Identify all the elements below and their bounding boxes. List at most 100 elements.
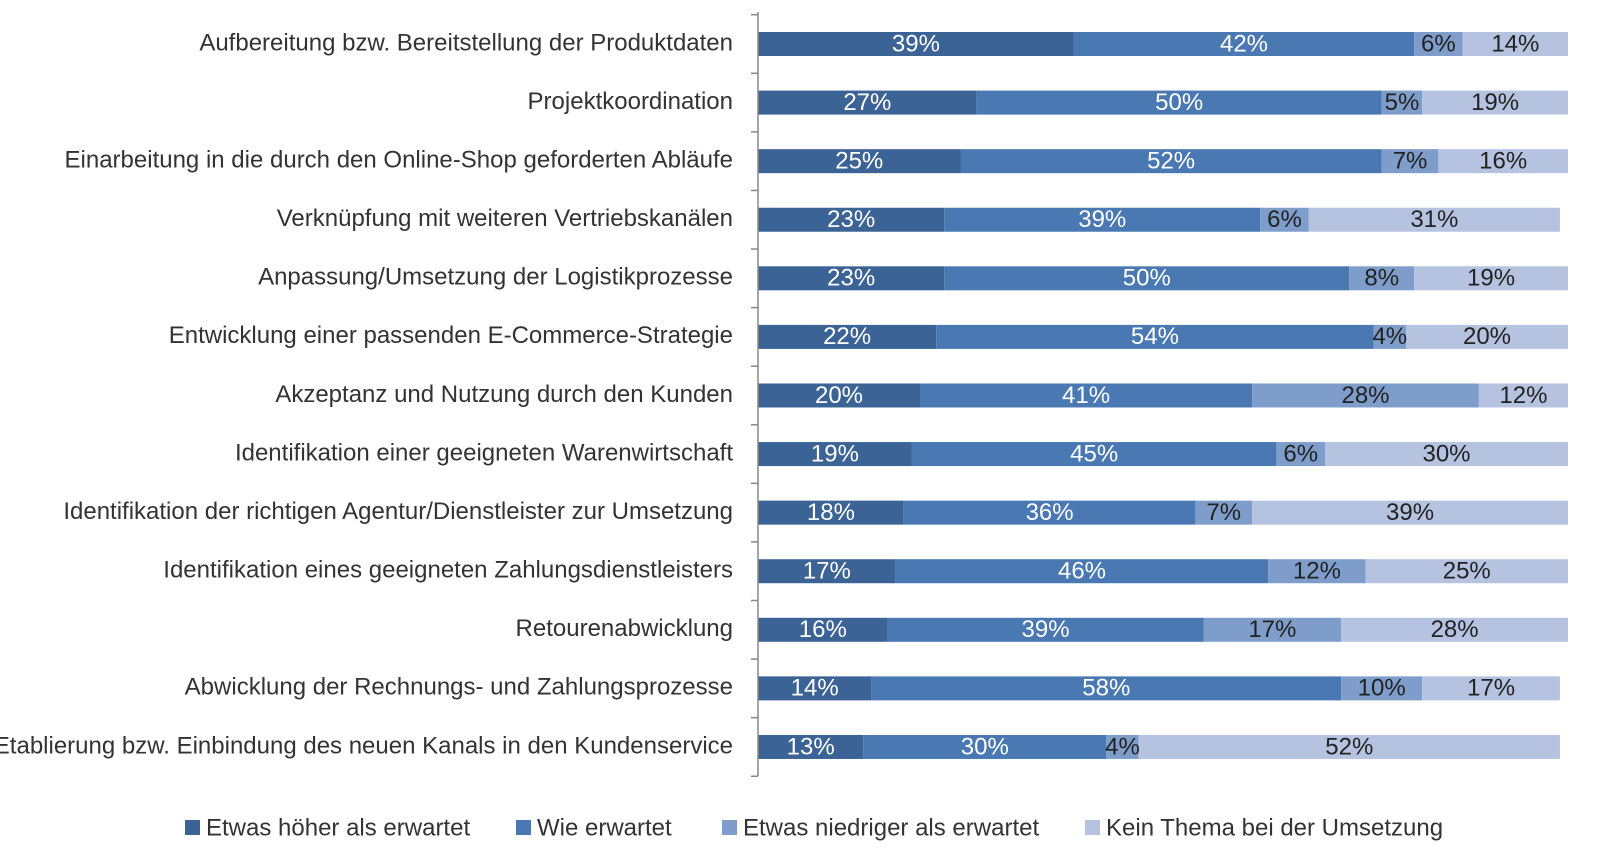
value-label: 25% <box>1443 558 1491 585</box>
legend-label: Wie erwartet <box>537 814 672 841</box>
bar-segment <box>1268 559 1366 584</box>
bar-segment <box>1252 383 1479 408</box>
bar-segment <box>1381 90 1423 115</box>
value-label: 39% <box>892 30 940 57</box>
value-label: 4% <box>1105 733 1140 760</box>
bar-segment <box>1260 207 1309 232</box>
bar-segment <box>976 90 1382 115</box>
category-label: Akzeptanz und Nutzung durch den Kunden <box>275 381 733 408</box>
bar-segment <box>895 559 1269 584</box>
value-label: 46% <box>1058 558 1106 585</box>
bar-segment <box>1252 500 1568 525</box>
legend-label: Kein Thema bei der Umsetzung <box>1106 814 1443 841</box>
bar-segment <box>944 207 1261 232</box>
bar-segment <box>758 324 937 349</box>
bar-segment <box>1106 734 1139 759</box>
value-label: 52% <box>1325 733 1373 760</box>
value-label: 17% <box>1467 675 1515 702</box>
value-label: 54% <box>1131 323 1179 350</box>
bar-segment <box>1422 90 1568 115</box>
bar-segment <box>758 383 920 408</box>
value-label: 45% <box>1070 440 1118 467</box>
value-label: 14% <box>1491 30 1539 57</box>
bar-segment <box>758 734 864 759</box>
category-label: Entwicklung einer passenden E-Commerce-S… <box>169 322 733 349</box>
category-label: Aufbereitung bzw. Bereitstellung der Pro… <box>199 29 733 56</box>
value-label: 12% <box>1499 382 1547 409</box>
bar-segment <box>1195 500 1253 525</box>
value-label: 52% <box>1147 148 1195 175</box>
category-label: Verknüpfung mit weiteren Vertriebskanäle… <box>277 205 733 232</box>
bar-segment <box>758 149 961 174</box>
bar-segment <box>903 500 1196 525</box>
value-label: 7% <box>1206 499 1241 526</box>
category-label: Identifikation eines geeigneten Zahlungs… <box>163 557 733 584</box>
value-label: 19% <box>1471 89 1519 116</box>
value-label: 50% <box>1123 265 1171 292</box>
plot-area <box>758 32 1568 759</box>
category-label: Einarbeitung in die durch den Online-Sho… <box>65 147 733 174</box>
category-label: Projektkoordination <box>528 88 733 115</box>
value-label: 19% <box>1467 265 1515 292</box>
bar-segment <box>758 442 912 467</box>
bar-segment <box>758 207 945 232</box>
bar-segment <box>1308 207 1560 232</box>
bar-segment <box>960 149 1382 174</box>
value-label: 30% <box>961 733 1009 760</box>
value-label: 50% <box>1155 89 1203 116</box>
bar-segment <box>758 676 872 701</box>
value-label: 7% <box>1393 148 1428 175</box>
category-label: Anpassung/Umsetzung der Logistikprozesse <box>258 264 733 291</box>
value-label: 4% <box>1372 323 1407 350</box>
bar-segment <box>920 383 1253 408</box>
category-label: Abwicklung der Rechnungs- und Zahlungspr… <box>185 674 733 701</box>
value-label: 31% <box>1410 206 1458 233</box>
bar-segment <box>758 500 904 525</box>
bar-segment <box>1381 149 1439 174</box>
bar-segment <box>1414 266 1568 291</box>
value-label: 39% <box>1078 206 1126 233</box>
value-label: 20% <box>815 382 863 409</box>
bar-segment <box>758 90 977 115</box>
bar-segment <box>1422 676 1560 701</box>
bar-segment <box>1276 442 1325 467</box>
value-label: 8% <box>1364 265 1399 292</box>
value-label: 42% <box>1220 30 1268 57</box>
bar-segment <box>944 266 1350 291</box>
legend-swatch <box>516 820 531 835</box>
bar-segment <box>1341 617 1568 642</box>
value-label: 6% <box>1267 206 1302 233</box>
value-label: 6% <box>1421 30 1456 57</box>
bar-segment <box>758 266 945 291</box>
value-label: 25% <box>835 148 883 175</box>
bar-segment <box>911 442 1277 467</box>
bar-segment <box>936 324 1374 349</box>
value-label: 30% <box>1422 440 1470 467</box>
bar-segment <box>1138 734 1560 759</box>
value-label: 6% <box>1283 440 1318 467</box>
value-label: 27% <box>843 89 891 116</box>
bar-segment <box>1073 32 1415 56</box>
bar-segment <box>1373 324 1406 349</box>
bar-segment <box>758 559 896 584</box>
value-label: 12% <box>1293 558 1341 585</box>
value-label: 14% <box>791 675 839 702</box>
bar-segment <box>863 734 1107 759</box>
value-label: 39% <box>1022 616 1070 643</box>
category-label: Identifikation der richtigen Agentur/Die… <box>63 498 733 525</box>
value-label: 16% <box>1479 148 1527 175</box>
value-label: 10% <box>1358 675 1406 702</box>
category-label: Retourenabwicklung <box>516 615 733 642</box>
legend-swatch <box>185 820 200 835</box>
bar-segment <box>1462 32 1568 56</box>
value-label: 58% <box>1082 675 1130 702</box>
value-label: 18% <box>807 499 855 526</box>
value-label: 5% <box>1385 89 1420 116</box>
value-label: 39% <box>1386 499 1434 526</box>
value-label: 16% <box>799 616 847 643</box>
value-label: 36% <box>1026 499 1074 526</box>
bar-segment <box>1438 149 1568 174</box>
bar-segment <box>1203 617 1342 642</box>
legend-swatch <box>722 820 737 835</box>
